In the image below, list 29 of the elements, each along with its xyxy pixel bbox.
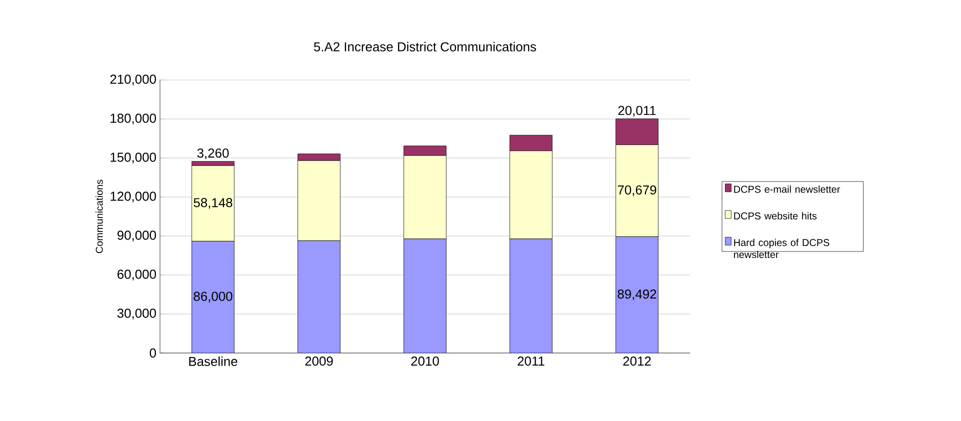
y-tick-label: 30,000	[117, 308, 156, 320]
y-tick-label: 120,000	[110, 192, 156, 202]
data-label: 70,679	[618, 185, 656, 196]
y-tick-label: 210,000	[110, 74, 156, 86]
bar	[192, 241, 234, 353]
y-tick-label: 0	[150, 348, 156, 358]
data-label: 89,492	[618, 289, 656, 300]
data-label: 3,260	[197, 148, 229, 160]
chart-title: 5.A2 Increase District Communications	[314, 42, 536, 52]
bar	[298, 240, 340, 353]
data-label: 20,011	[618, 106, 656, 117]
y-tick-label: 180,000	[110, 114, 156, 124]
legend-label: Hard copies of DCPS newsletter	[734, 238, 830, 258]
data-label: 86,000	[194, 292, 232, 302]
y-tick-label: 150,000	[110, 152, 156, 164]
legend-label: DCPS e-mail newsletter	[734, 185, 840, 193]
x-tick-label: 2012	[623, 356, 651, 366]
bar	[616, 236, 658, 353]
y-tick-label: 60,000	[118, 270, 156, 280]
y-axis-title: Communications	[96, 180, 103, 254]
x-tick-label: 2009	[305, 356, 333, 366]
y-tick-label: 90,000	[117, 230, 156, 242]
bar	[510, 238, 552, 353]
x-tick-label: 2011	[518, 356, 544, 366]
data-label: 58,148	[194, 198, 232, 209]
legend-label: DCPS website hits	[734, 212, 817, 220]
bar	[404, 238, 446, 353]
x-tick-label: Baseline	[189, 356, 238, 366]
x-tick-label: 2010	[411, 356, 439, 366]
